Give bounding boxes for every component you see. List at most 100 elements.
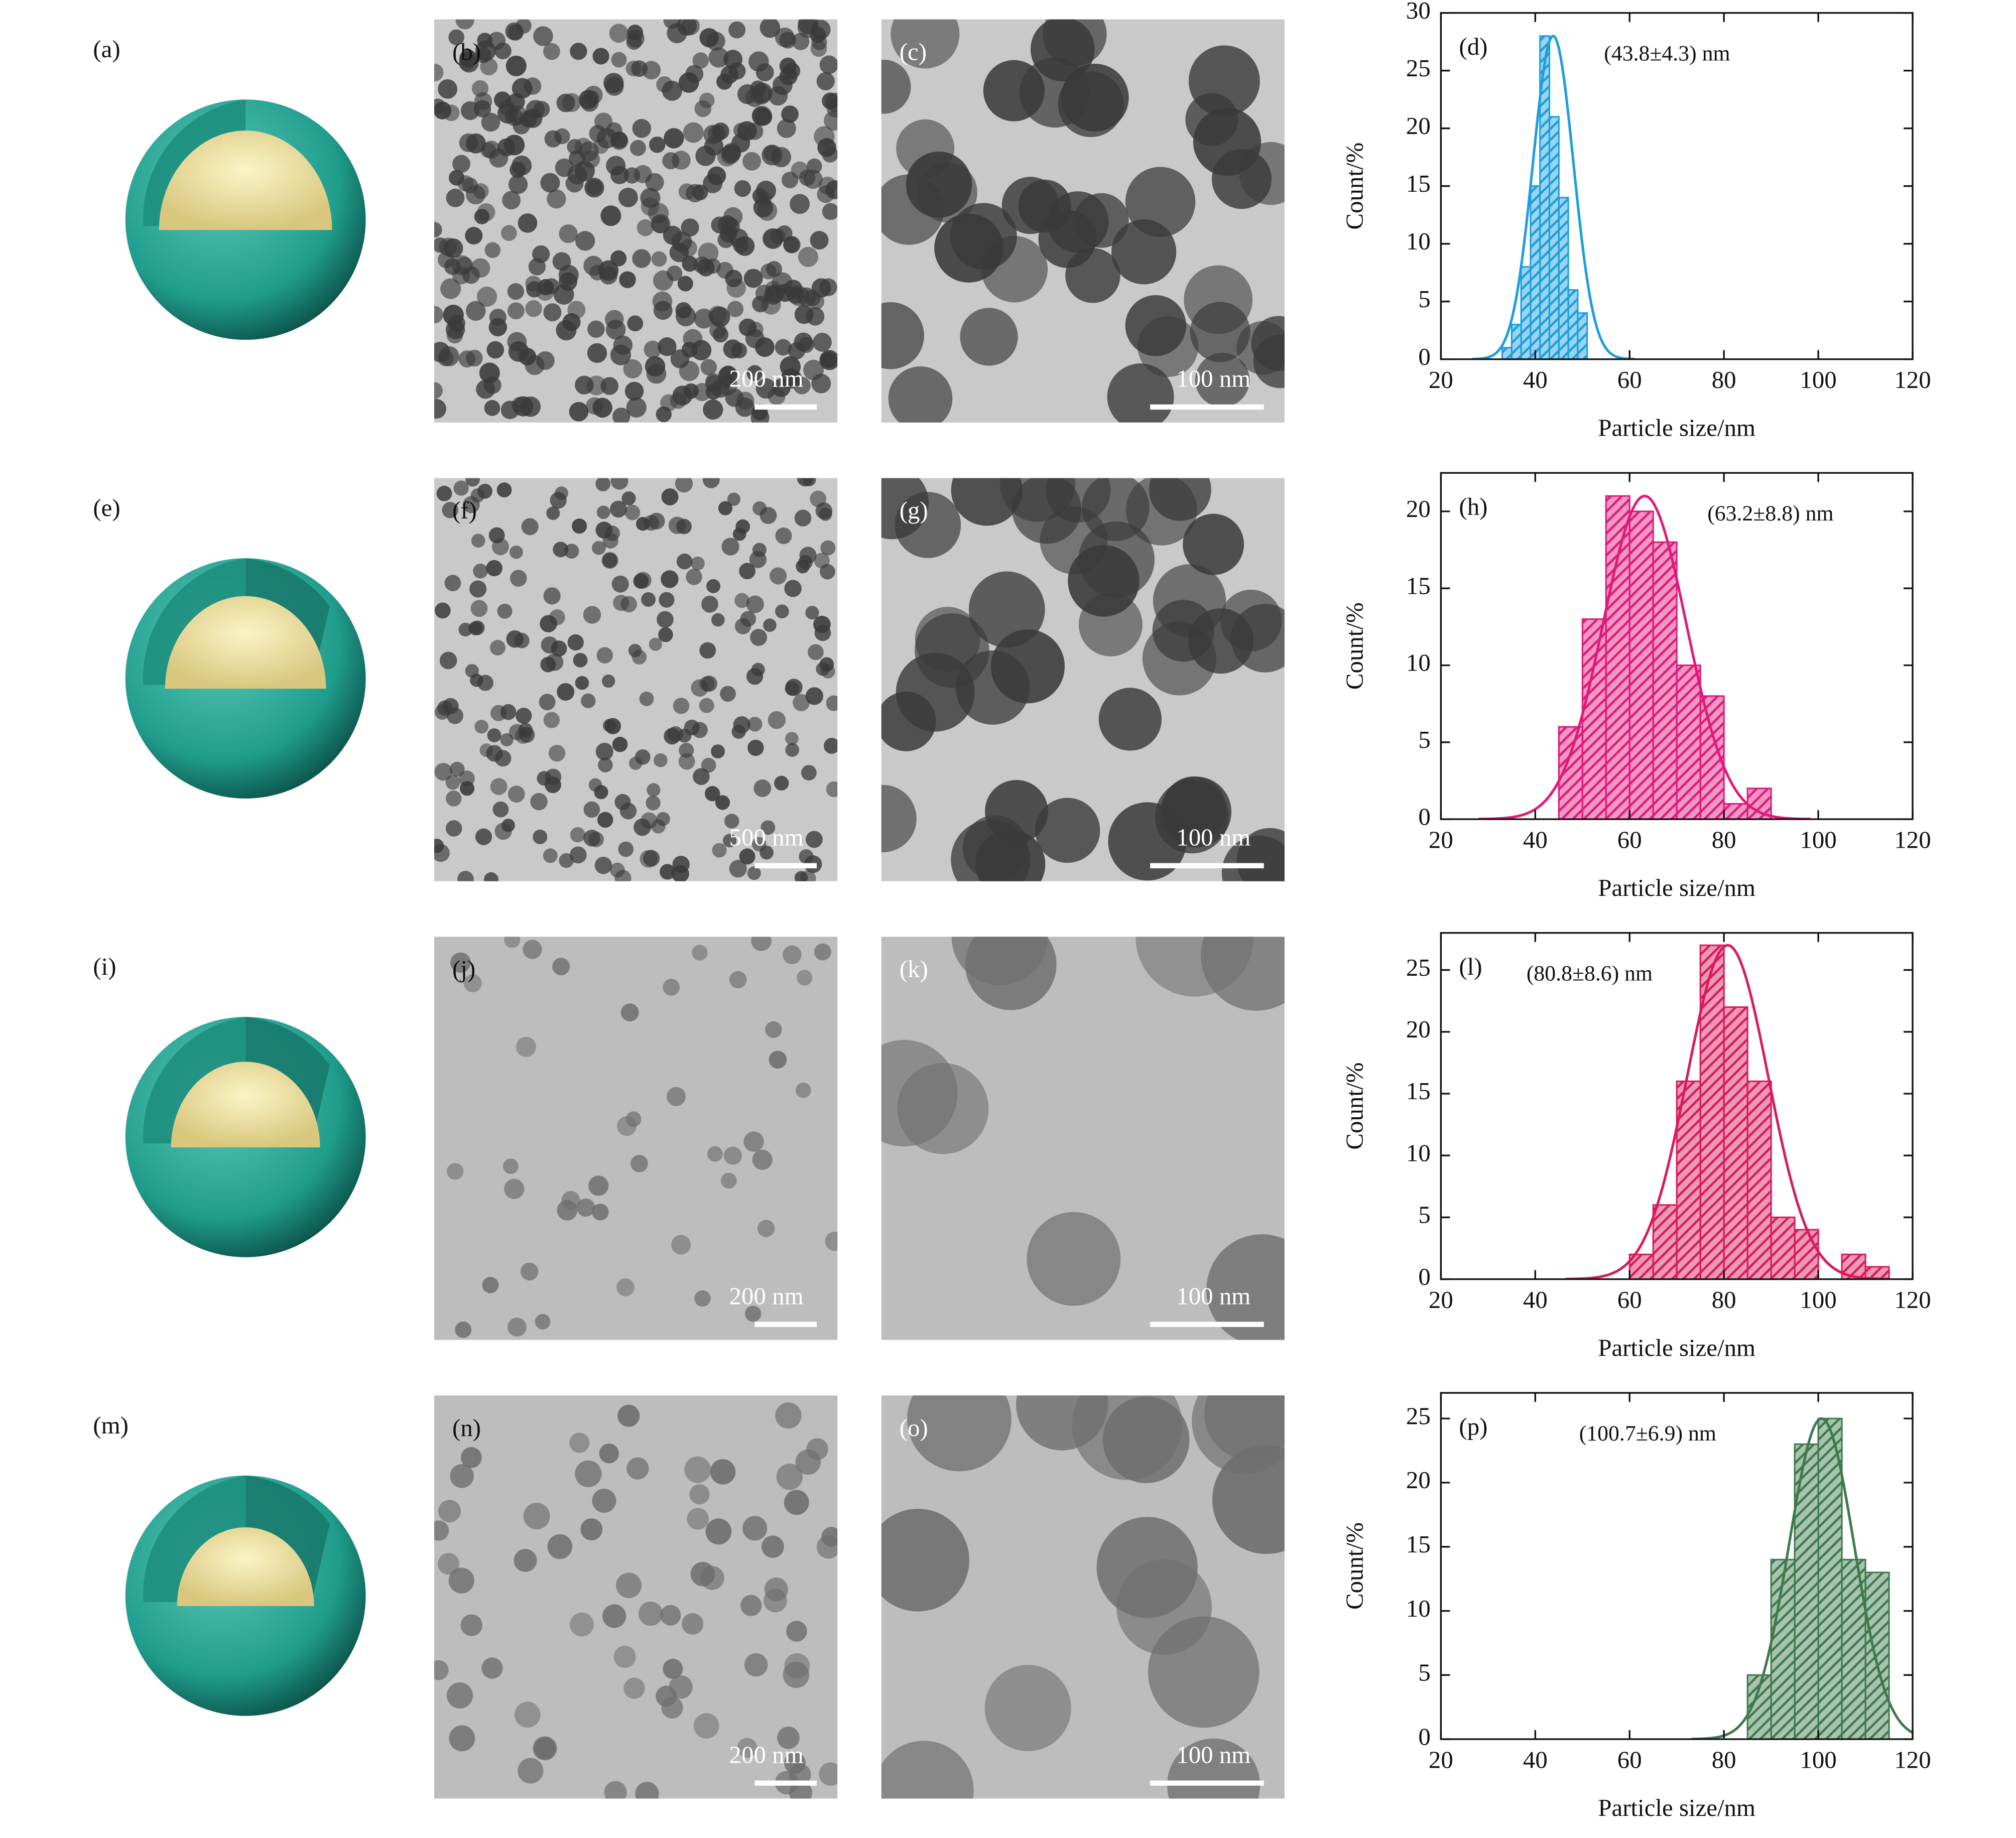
particle — [897, 1063, 989, 1154]
particle — [785, 732, 799, 745]
particle — [794, 871, 808, 881]
particle — [515, 728, 531, 744]
particle — [620, 1003, 639, 1022]
particle — [642, 61, 661, 80]
particle — [746, 668, 764, 685]
panel-label: (j) — [452, 955, 475, 983]
particle — [779, 32, 797, 49]
particle — [676, 553, 693, 570]
particle — [734, 236, 755, 256]
particle — [587, 320, 605, 338]
particle — [663, 225, 682, 245]
particle — [699, 642, 716, 659]
particle — [965, 937, 1057, 1010]
particle — [678, 183, 695, 200]
particle — [776, 225, 793, 242]
particle — [559, 224, 578, 243]
particle — [475, 40, 496, 61]
particle — [750, 408, 770, 423]
bar — [1652, 541, 1678, 820]
sphere-core — [177, 1527, 314, 1606]
particle — [1190, 302, 1250, 362]
particle — [573, 652, 588, 668]
particle — [822, 92, 838, 109]
particle — [784, 1490, 809, 1515]
particle — [896, 119, 955, 178]
particle — [740, 1595, 762, 1616]
particle — [814, 943, 831, 961]
particle — [1136, 937, 1254, 997]
y-tick-label: 30 — [1406, 0, 1431, 24]
bar — [1794, 1229, 1819, 1280]
particle — [450, 952, 471, 973]
particle — [600, 377, 618, 395]
particle — [470, 620, 485, 635]
particle — [639, 691, 654, 706]
x-axis-label: Particle size/nm — [1598, 1794, 1755, 1821]
x-tick-label: 20 — [1429, 826, 1453, 854]
particle — [488, 318, 507, 337]
particle — [548, 745, 566, 762]
particle — [446, 188, 465, 207]
particle — [699, 676, 715, 692]
particle — [575, 375, 594, 395]
particle — [699, 28, 719, 48]
fit-curve — [1478, 494, 1811, 820]
particle — [821, 1527, 838, 1547]
particle — [785, 743, 800, 757]
particle — [543, 848, 558, 863]
particle — [434, 602, 451, 619]
particle — [656, 1685, 677, 1707]
bar — [1605, 495, 1630, 820]
particle — [721, 1172, 737, 1189]
bar — [1501, 347, 1513, 360]
particle — [706, 579, 721, 593]
particle — [1183, 513, 1244, 575]
bar — [1746, 1080, 1772, 1280]
particle — [668, 516, 686, 534]
particle — [1027, 1212, 1121, 1306]
bar — [1530, 185, 1541, 360]
particle — [659, 592, 675, 608]
particle — [784, 580, 802, 597]
particle — [434, 399, 446, 419]
particle — [516, 708, 532, 724]
bar — [1577, 312, 1588, 360]
y-tick-label: 0 — [1418, 1723, 1430, 1750]
particle — [1012, 478, 1081, 544]
particle — [446, 1163, 464, 1180]
y-tick-label: 15 — [1406, 170, 1431, 197]
particle — [594, 112, 613, 131]
particle — [556, 93, 575, 112]
y-tick-label: 5 — [1418, 1201, 1430, 1229]
particle — [663, 19, 681, 29]
particle — [750, 628, 768, 646]
x-tick-label: 20 — [1429, 366, 1453, 393]
particle — [545, 768, 562, 785]
particle — [625, 60, 642, 77]
y-tick-label: 20 — [1406, 112, 1431, 140]
x-tick-label: 40 — [1523, 826, 1548, 854]
particle — [506, 55, 527, 76]
particle — [446, 1682, 473, 1709]
particle — [720, 65, 739, 84]
particle — [793, 694, 810, 711]
y-tick-label: 20 — [1406, 1015, 1431, 1043]
particle — [816, 662, 830, 676]
particle — [1061, 63, 1129, 132]
particle — [627, 315, 644, 332]
particle — [795, 1082, 811, 1098]
x-tick-label: 120 — [1894, 1286, 1931, 1314]
particle — [513, 117, 530, 135]
plot-frame — [1440, 472, 1914, 820]
particle — [752, 188, 768, 204]
particle — [626, 1457, 649, 1480]
particle — [716, 261, 733, 279]
particle — [598, 757, 613, 772]
particle — [592, 48, 609, 65]
y-tick-label: 15 — [1406, 572, 1431, 599]
particle — [543, 587, 561, 605]
particle — [624, 504, 641, 520]
bar — [1581, 618, 1607, 820]
particle — [775, 339, 792, 356]
